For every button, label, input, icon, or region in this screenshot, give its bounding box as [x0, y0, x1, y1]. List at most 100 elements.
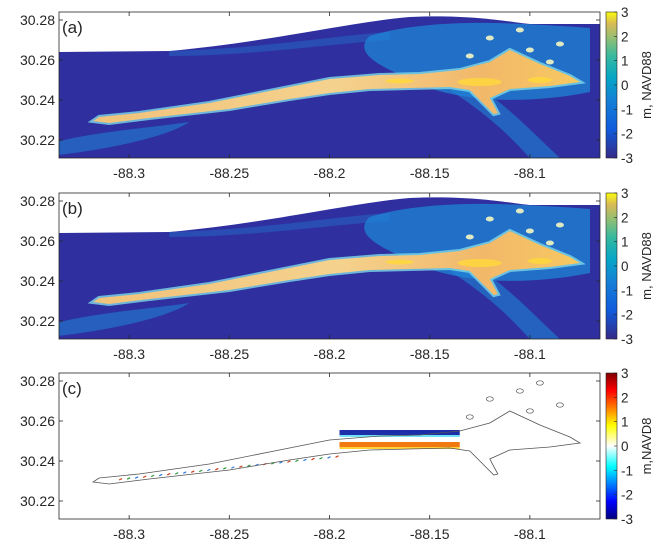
shoal-west: [59, 303, 190, 336]
colorbar-label: m, NAVD88: [639, 232, 654, 300]
y-tick-label: 30.26: [20, 233, 55, 249]
y-tick-label: 30.22: [20, 493, 55, 509]
island-outline: [91, 410, 582, 485]
colorbar-tick-label: -2: [621, 127, 633, 142]
x-tick-label: -88.3: [113, 346, 145, 362]
high-ground-0: [457, 78, 502, 86]
islet-5: [545, 59, 554, 65]
x-tick-label: -88.25: [209, 526, 249, 542]
x-tick-label: -88.15: [410, 165, 450, 181]
colorbar-tick-label: 1: [621, 235, 629, 250]
islet-1: [515, 208, 524, 214]
diff-mark-3: [142, 475, 147, 479]
colorbar-label: m, NAVD88: [639, 51, 654, 119]
colorbar-tick-label: -2: [621, 488, 633, 503]
deposition-band: [339, 442, 460, 447]
panel-a: -88.3 -88.25 -88.2 -88.15 -88.1 30.22 30.24 30.…: [20, 5, 654, 181]
colorbar-tick-label: 1: [621, 415, 629, 430]
x-tick-label: -88.15: [410, 526, 450, 542]
x-tick-label: -88.15: [410, 346, 450, 362]
surf-zone: [169, 32, 390, 56]
diff-mark-23: [303, 458, 307, 462]
shoal-west: [59, 122, 190, 155]
x-tick-label: -88.25: [209, 165, 249, 181]
y-tick-label: 30.28: [20, 373, 55, 389]
islet-4: [465, 53, 474, 59]
islet-2: [525, 47, 534, 53]
plot-background: [59, 373, 600, 519]
x-tick-label: -88.25: [209, 346, 249, 362]
diff-mark-5: [158, 473, 163, 477]
plot-area: [59, 193, 600, 339]
diff-mark-27: [335, 455, 339, 458]
diff-mark-8: [182, 471, 187, 474]
colorbar-label: m,NAVD8: [639, 418, 654, 475]
diff-mark-4: [150, 474, 155, 478]
diff-mark-25: [319, 456, 323, 460]
high-ground-1: [527, 258, 552, 264]
islet-3: [555, 41, 564, 47]
colorbar-tick-label: -3: [621, 332, 633, 347]
y-tick-label: 30.24: [20, 453, 55, 469]
diff-mark-2: [134, 476, 139, 479]
panel-b: -88.3 -88.25 -88.2 -88.15 -88.1 30.22 30.24 30.…: [20, 186, 654, 362]
high-ground-2: [385, 259, 414, 265]
panel-label: (b): [62, 199, 83, 218]
islet-outline-2: [526, 408, 534, 414]
high-ground-1: [527, 77, 552, 83]
y-tick-label: 30.26: [20, 413, 55, 429]
diff-mark-11: [207, 468, 211, 472]
no-data-region: [59, 12, 600, 52]
surf-zone: [169, 213, 390, 237]
diff-mark-12: [215, 467, 219, 471]
panel-c: -88.3 -88.25 -88.2 -88.15 -88.1 30.22 30.24 30.…: [20, 366, 654, 542]
colorbar-tick-label: -1: [621, 102, 633, 117]
diff-mark-15: [239, 465, 243, 468]
deposition-edge: [339, 447, 460, 449]
y-tick-label: 30.26: [20, 52, 55, 68]
shoal-south: [449, 88, 560, 158]
x-tick-label: -88.3: [113, 526, 145, 542]
islet-outline-1: [516, 388, 524, 394]
colorbar-tick-label: 0: [621, 259, 629, 274]
colorbar-tick-label: 3: [621, 186, 629, 201]
y-tick-label: 30.24: [20, 92, 55, 108]
island: [93, 231, 580, 304]
x-tick-label: -88.1: [514, 165, 546, 181]
colorbar-tick-label: 1: [621, 54, 629, 69]
islet-outline-5: [536, 380, 544, 386]
colorbar-tick-label: 3: [621, 366, 629, 381]
colorbar-tick-label: 0: [621, 78, 629, 93]
colorbar-tick-label: 2: [621, 390, 629, 405]
colorbar-tick-label: 0: [621, 439, 629, 454]
diff-mark-20: [279, 461, 283, 464]
diff-mark-22: [295, 459, 299, 463]
x-tick-label: -88.1: [514, 526, 546, 542]
x-tick-label: -88.2: [314, 165, 346, 181]
islet-outline-4: [465, 414, 474, 420]
diff-mark-9: [190, 470, 195, 473]
diff-mark-0: [118, 477, 123, 481]
islet-3: [555, 222, 564, 228]
islet-0: [485, 216, 494, 222]
y-tick-label: 30.22: [20, 313, 55, 329]
island: [93, 50, 580, 123]
panel-label: (c): [62, 379, 82, 398]
islet-outline-3: [556, 402, 564, 408]
x-tick-label: -88.2: [314, 346, 346, 362]
colorbar-tick-label: -3: [621, 151, 633, 166]
plot-area: [59, 373, 600, 519]
diff-mark-14: [231, 466, 235, 469]
y-tick-label: 30.28: [20, 193, 55, 209]
colorbar-tick-label: 2: [621, 210, 629, 225]
diff-mark-10: [198, 469, 203, 473]
colorbar-tick-label: -1: [621, 463, 633, 478]
colorbar-tick-label: -2: [621, 308, 633, 323]
diff-mark-16: [247, 464, 251, 468]
colorbar-tick-label: -3: [621, 512, 633, 527]
colorbar-tick-label: 2: [621, 29, 629, 44]
diff-mark-7: [174, 472, 179, 475]
panel-label: (a): [62, 18, 83, 37]
diff-mark-21: [287, 460, 291, 463]
